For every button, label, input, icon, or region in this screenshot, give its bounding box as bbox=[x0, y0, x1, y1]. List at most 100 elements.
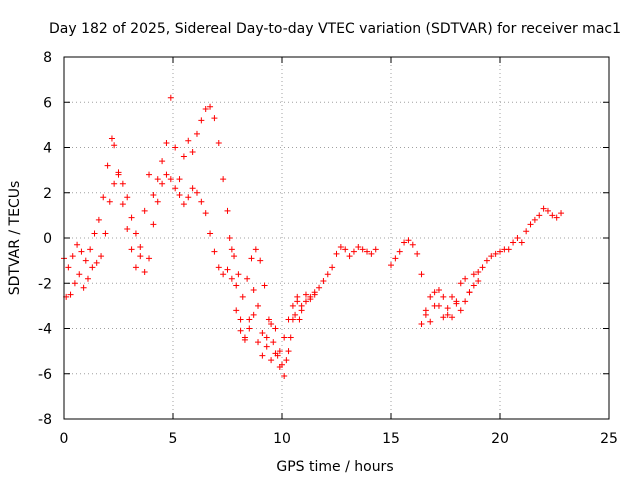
data-point bbox=[470, 271, 477, 278]
data-point bbox=[259, 330, 266, 337]
data-point bbox=[124, 225, 131, 232]
data-point bbox=[483, 257, 490, 264]
data-point bbox=[553, 214, 560, 221]
data-point bbox=[457, 307, 464, 314]
data-point bbox=[294, 293, 301, 300]
x-tick-label: 5 bbox=[169, 431, 178, 447]
data-point bbox=[154, 198, 161, 205]
data-point bbox=[226, 235, 233, 241]
data-point bbox=[146, 255, 153, 262]
data-point bbox=[435, 302, 442, 309]
data-point bbox=[228, 246, 235, 253]
data-point bbox=[202, 106, 209, 113]
data-point bbox=[281, 334, 288, 341]
data-point bbox=[132, 264, 139, 271]
data-point bbox=[272, 325, 279, 332]
data-point bbox=[287, 334, 294, 341]
data-point bbox=[457, 280, 464, 287]
y-tick-label: 8 bbox=[43, 50, 52, 66]
data-point bbox=[180, 153, 187, 160]
data-point bbox=[505, 246, 512, 253]
data-point bbox=[263, 343, 270, 350]
data-point bbox=[137, 253, 144, 260]
data-point bbox=[128, 246, 135, 253]
data-point bbox=[91, 230, 98, 237]
data-point bbox=[488, 253, 495, 260]
data-point bbox=[159, 180, 166, 187]
data-point bbox=[449, 314, 456, 321]
data-series bbox=[61, 94, 565, 380]
data-point bbox=[514, 235, 521, 241]
data-point bbox=[401, 239, 408, 246]
data-point bbox=[261, 282, 268, 289]
data-point bbox=[246, 325, 253, 332]
data-point bbox=[263, 334, 270, 341]
data-point bbox=[359, 246, 366, 253]
data-point bbox=[163, 139, 170, 146]
data-point bbox=[364, 248, 371, 255]
y-tick-label: 6 bbox=[43, 95, 52, 111]
data-point bbox=[176, 176, 183, 183]
data-point bbox=[231, 253, 238, 260]
data-point bbox=[296, 316, 303, 323]
data-point bbox=[549, 212, 556, 219]
data-point bbox=[220, 176, 227, 183]
data-series bbox=[226, 235, 303, 368]
data-point bbox=[479, 264, 486, 271]
data-point bbox=[189, 149, 196, 156]
data-point bbox=[449, 293, 456, 300]
x-tick-label: 10 bbox=[273, 431, 291, 447]
data-point bbox=[76, 271, 83, 278]
data-point bbox=[141, 268, 148, 275]
data-point bbox=[346, 253, 353, 260]
data-point bbox=[462, 275, 469, 282]
data-point bbox=[392, 255, 399, 262]
data-point bbox=[418, 320, 425, 327]
data-point bbox=[172, 144, 179, 151]
data-point bbox=[324, 271, 331, 278]
data-point bbox=[250, 311, 257, 318]
data-point bbox=[239, 293, 246, 300]
data-point bbox=[220, 271, 227, 278]
data-point bbox=[108, 135, 115, 142]
data-point bbox=[276, 348, 283, 355]
data-point bbox=[124, 194, 131, 201]
data-point bbox=[102, 230, 109, 237]
data-point bbox=[80, 284, 87, 291]
data-point bbox=[435, 287, 442, 294]
data-point bbox=[470, 282, 477, 289]
data-point bbox=[255, 339, 262, 346]
data-point bbox=[422, 311, 429, 318]
data-point bbox=[405, 237, 412, 244]
data-point bbox=[93, 259, 100, 266]
data-point bbox=[202, 210, 209, 217]
data-point bbox=[159, 158, 166, 165]
data-point bbox=[289, 302, 296, 309]
data-point bbox=[248, 255, 255, 262]
data-point bbox=[193, 189, 200, 196]
data-point bbox=[241, 336, 248, 343]
data-point bbox=[270, 339, 277, 346]
data-point bbox=[466, 289, 473, 296]
data-point bbox=[316, 284, 323, 291]
data-point bbox=[418, 271, 425, 278]
data-point bbox=[84, 275, 91, 282]
data-point bbox=[176, 192, 183, 199]
data-series bbox=[63, 171, 482, 359]
data-point bbox=[257, 257, 264, 264]
data-point bbox=[235, 271, 242, 278]
axis-ticks: 0 5 10 15 20 25 -8 -6 -4 -2 0 2 4 6 8 bbox=[38, 50, 618, 447]
data-point bbox=[440, 314, 447, 321]
data-point bbox=[189, 185, 196, 192]
data-point bbox=[320, 277, 327, 284]
y-axis-label: SDTVAR / TECUs bbox=[7, 181, 23, 296]
data-point bbox=[69, 253, 76, 260]
x-tick-label: 20 bbox=[491, 431, 509, 447]
data-point bbox=[302, 298, 309, 305]
data-point bbox=[95, 216, 102, 223]
data-point bbox=[409, 241, 416, 248]
data-point bbox=[137, 244, 144, 251]
y-tick-label: -6 bbox=[38, 367, 52, 383]
data-point bbox=[141, 207, 148, 214]
data-point bbox=[215, 139, 222, 146]
